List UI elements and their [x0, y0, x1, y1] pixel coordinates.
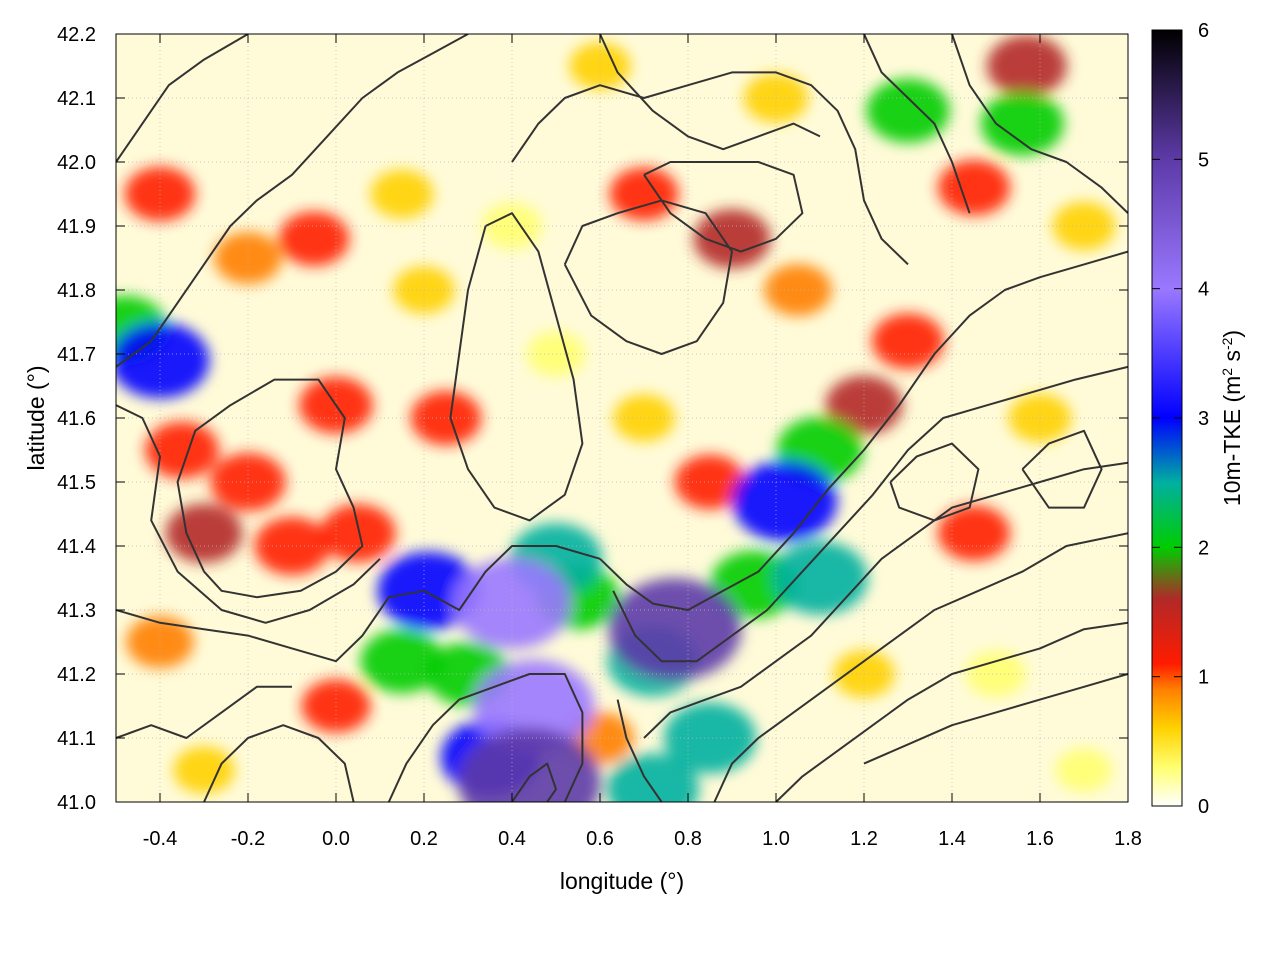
tke-blob-21	[410, 390, 482, 446]
contour-line-19	[511, 762, 557, 802]
y-tick-label-8: 41.8	[57, 280, 96, 302]
x-tick-label-9: 1.4	[938, 828, 966, 850]
contour-line-11	[449, 212, 584, 522]
contour-line-16	[863, 34, 971, 214]
y-tick-label-7: 41.7	[57, 344, 96, 366]
x-tick-label-1: -0.2	[231, 828, 265, 850]
tke-blob-20	[278, 211, 350, 266]
contour-line-12	[563, 199, 733, 355]
y-tick-label-11: 42.1	[57, 88, 96, 110]
contour-line-24	[1021, 429, 1103, 509]
y-tick-label-6: 41.6	[57, 408, 96, 430]
x-axis: -0.4 -0.2 0.0 0.2 0.4 0.6 0.8 1.0 1.2 1.4 1.6 1.8	[143, 34, 1142, 850]
colorbar-tick-label-0: 0	[1198, 796, 1209, 818]
x-tick-label-4: 0.4	[498, 828, 526, 850]
tke-blob-25	[937, 505, 1011, 561]
tke-blob-52	[453, 558, 571, 649]
y-tick-label-1: 41.1	[57, 728, 96, 750]
colorbar-tick-label-6: 6	[1198, 20, 1209, 42]
grid-lines	[116, 34, 1128, 802]
colorbar-tick-label-2: 2	[1198, 537, 1209, 559]
y-tick-label-10: 42.0	[57, 152, 96, 174]
contour-line-15	[951, 34, 1128, 214]
colorbar-tick-label-1: 1	[1198, 667, 1209, 689]
tke-blob-51	[732, 460, 838, 542]
contour-line-5	[863, 673, 1128, 765]
y-tick-label-9: 41.9	[57, 216, 96, 238]
tke-blob-33	[825, 375, 903, 435]
y-axis: 41.0 41.1 41.2 41.3 41.4 41.5 41.6 41.7 41.8 41.9…	[57, 24, 1128, 814]
x-tick-label-6: 0.8	[674, 828, 702, 850]
tke-blob-39	[980, 91, 1064, 156]
colorbar-label: 10m-TKE (m2 s-2)	[1219, 330, 1245, 506]
contour-line-17	[643, 161, 804, 253]
tke-blob-55	[458, 728, 601, 802]
colorbar-tick-label-3: 3	[1198, 408, 1209, 430]
tke-blob-14	[764, 264, 832, 316]
tke-blob-38	[866, 78, 950, 143]
y-tick-label-0: 41.0	[57, 792, 96, 814]
contour-line-13	[511, 71, 909, 266]
contour-line-18	[387, 673, 584, 802]
contour-line-8	[116, 404, 381, 624]
x-tick-label-10: 1.6	[1026, 828, 1054, 850]
y-tick-label-5: 41.5	[57, 472, 96, 494]
tke-blob-22	[674, 454, 746, 510]
tke-blob-32	[165, 503, 243, 563]
tke-blob-44	[606, 753, 700, 802]
y-tick-label-3: 41.3	[57, 600, 96, 622]
x-tick-label-0: -0.4	[143, 828, 177, 850]
contour-line-9	[116, 34, 469, 368]
contour-line-0	[599, 250, 1128, 611]
contour-line-3	[713, 532, 1128, 802]
y-tick-label-2: 41.2	[57, 664, 96, 686]
colorbar-ticks: 0 1 2 3 4 5 6	[1152, 20, 1209, 818]
contour-line-22	[616, 699, 663, 802]
x-tick-label-3: 0.2	[410, 828, 438, 850]
contour-line-20	[203, 724, 355, 802]
tke-blob-34	[986, 35, 1067, 97]
x-axis-label: longitude (°)	[560, 868, 684, 894]
contour-line-1	[612, 365, 1128, 663]
x-tick-label-2: 0.0	[322, 828, 350, 850]
contour-line-7	[176, 378, 364, 599]
colorbar: 0 1 2 3 4 5 6 10m-TKE (m2 s-2)	[1151, 20, 1245, 818]
tke-blob-50	[377, 551, 480, 630]
tke-blob-11	[370, 169, 434, 219]
x-tick-label-7: 1.0	[762, 828, 790, 850]
colorbar-tick-label-5: 5	[1198, 149, 1209, 171]
y-axis-label: latitude (°)	[23, 365, 49, 470]
tke-blob-27	[145, 421, 219, 479]
tke-blob-0	[1055, 748, 1113, 792]
colorbar-tick-label-4: 4	[1198, 279, 1209, 301]
y-tick-label-4: 41.4	[57, 536, 96, 558]
tke-blob-30	[320, 504, 396, 563]
contour-line-10	[116, 34, 249, 163]
x-tick-label-5: 0.6	[586, 828, 614, 850]
tke-blob-8	[173, 746, 235, 794]
tke-blob-45	[663, 702, 757, 774]
tke-blob-54	[608, 578, 742, 681]
tke-blob-48	[116, 322, 210, 399]
tke-blob-17	[609, 167, 679, 221]
contour-line-23	[889, 442, 980, 522]
tke-blob-24	[937, 159, 1011, 216]
terrain-contours	[116, 34, 1128, 802]
tke-blob-35	[360, 629, 444, 694]
tke-blob-23	[871, 313, 945, 370]
contour-line-14	[599, 34, 821, 151]
x-tick-label-8: 1.2	[850, 828, 878, 850]
tke-blob-47	[772, 541, 868, 615]
contour-line-21	[116, 685, 292, 739]
y-tick-label-12: 42.2	[57, 24, 96, 46]
x-tick-label-11: 1.8	[1114, 828, 1142, 850]
contour-line-6	[116, 545, 601, 663]
contour-line-4	[775, 621, 1128, 802]
